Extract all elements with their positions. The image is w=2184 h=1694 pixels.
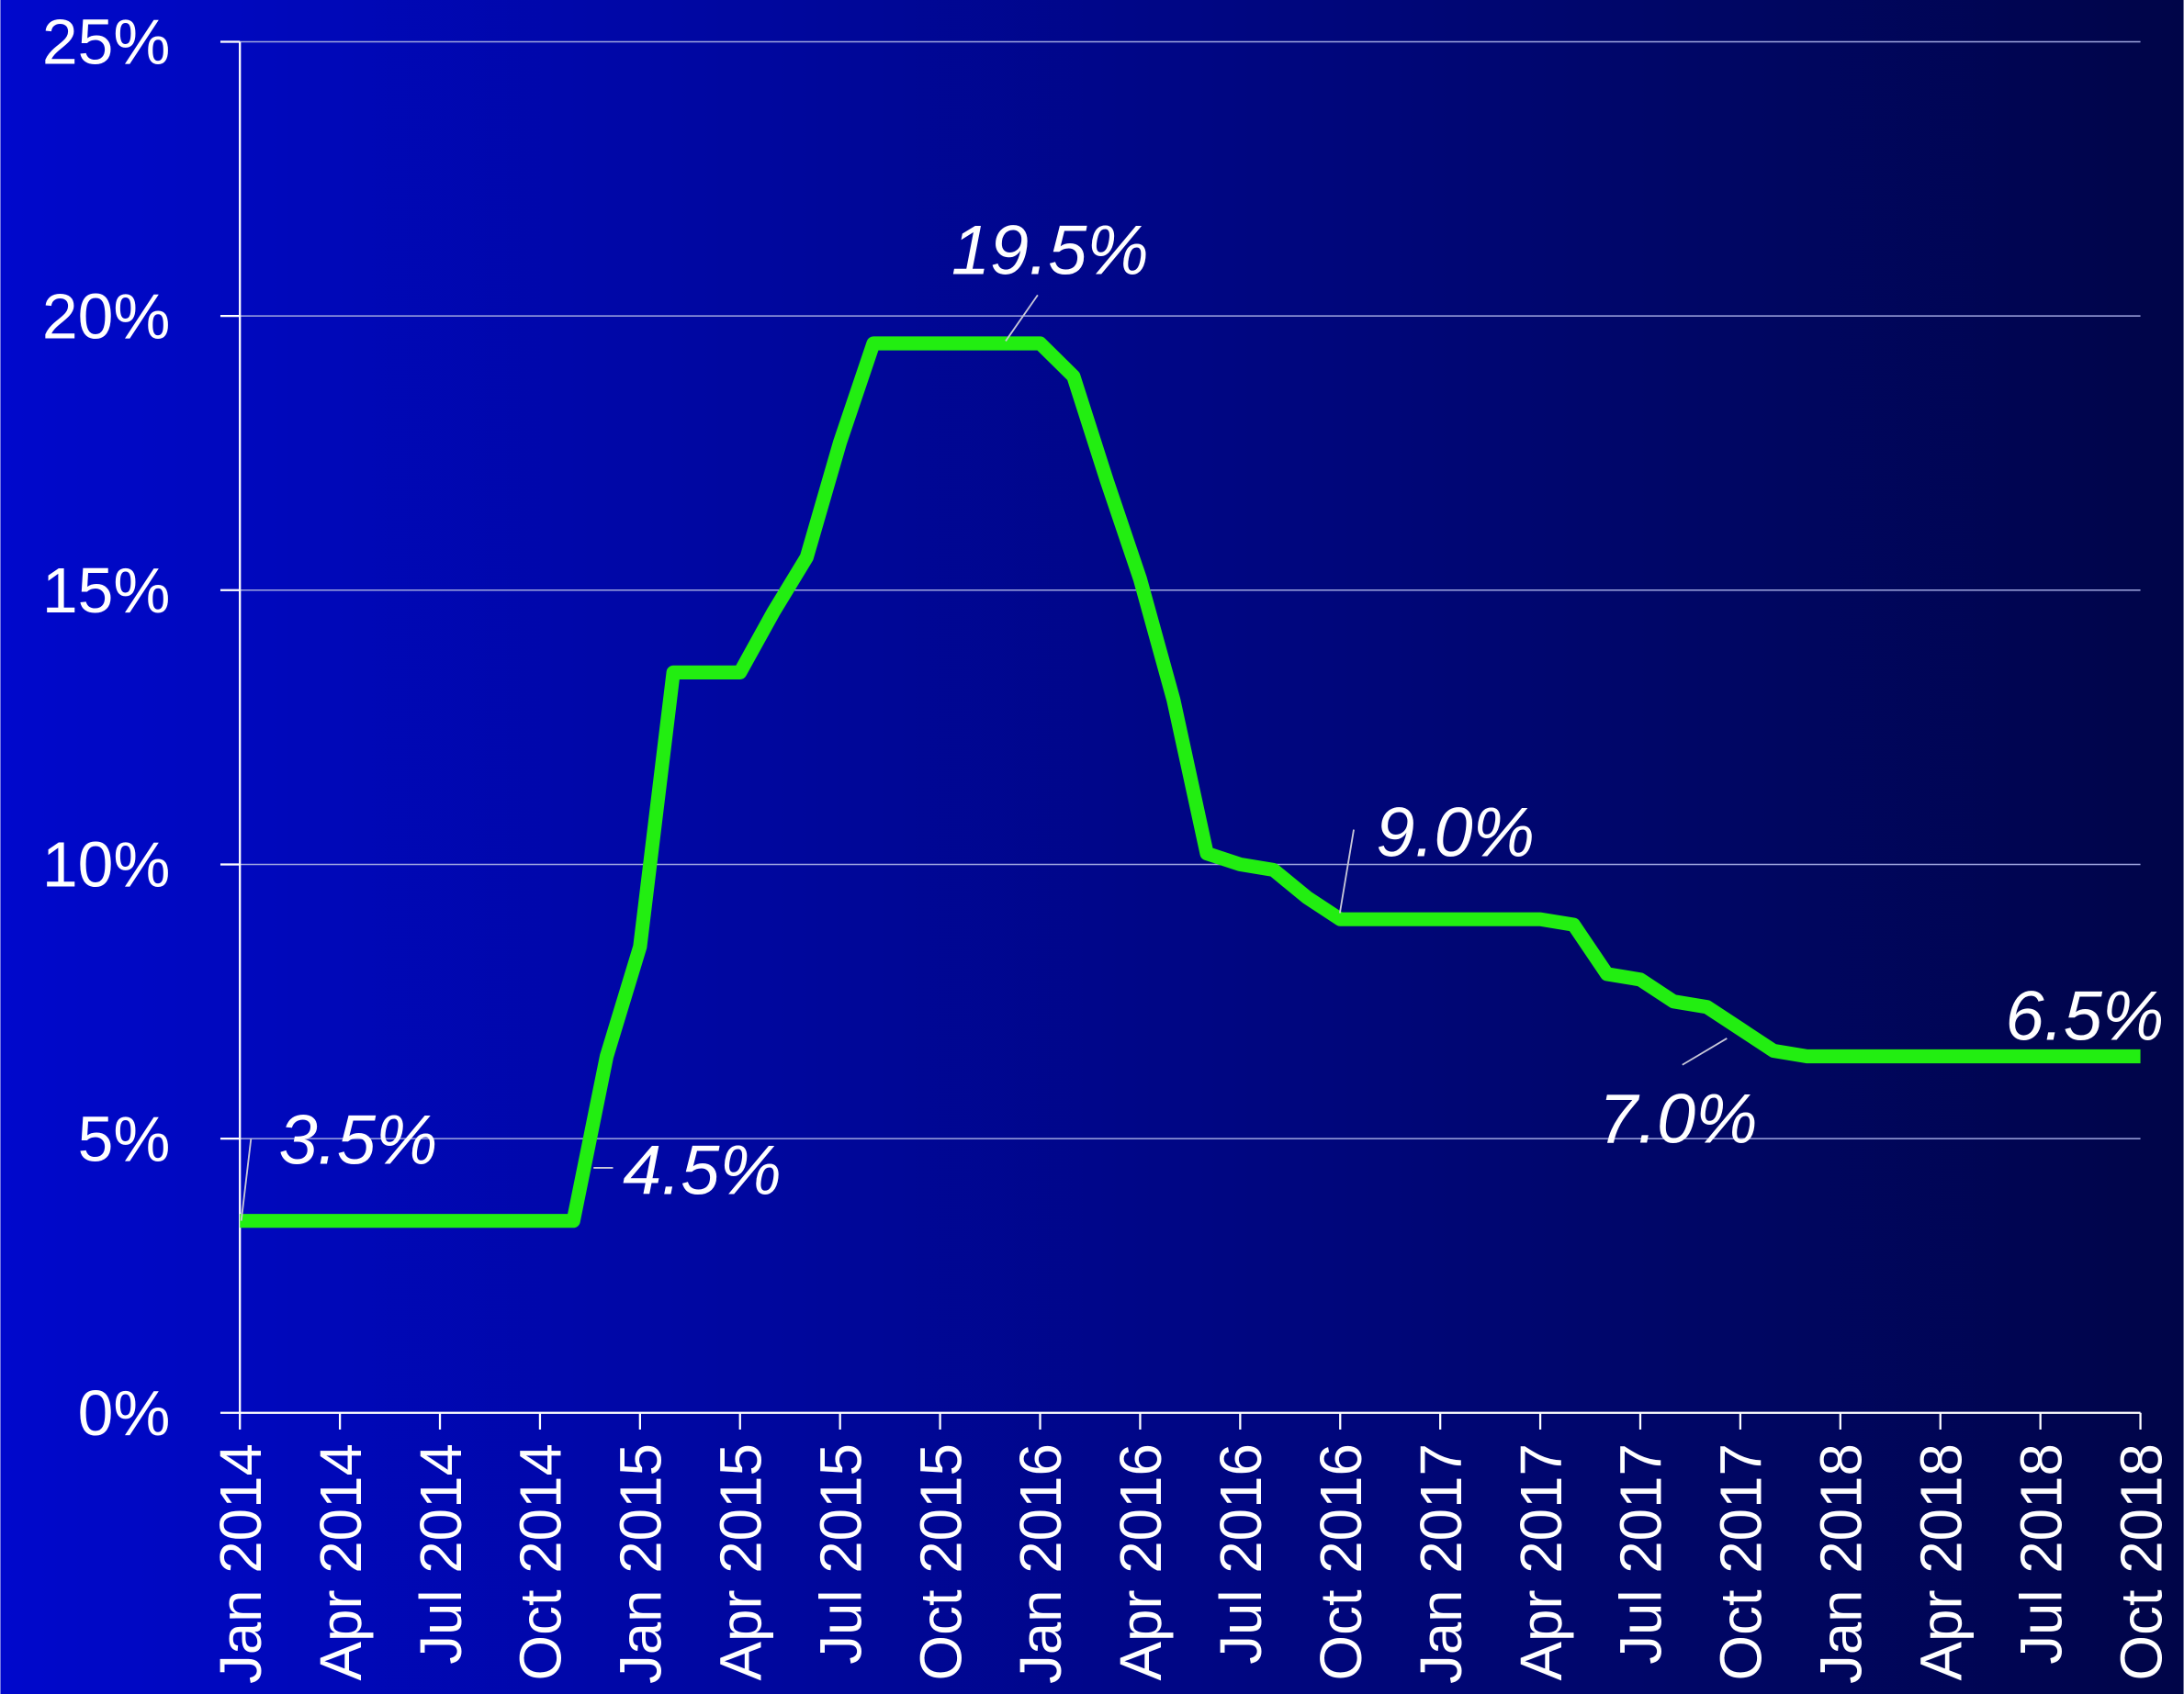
x-tick-label: Oct 2017 — [1709, 1443, 1774, 1680]
annotation-leader — [1005, 294, 1039, 342]
x-tick-label: Jan 2014 — [208, 1443, 274, 1684]
x-tick-label: Apr 2017 — [1509, 1443, 1574, 1680]
x-tick-label: Oct 2015 — [908, 1443, 974, 1680]
x-tick-label: Jul 2016 — [1209, 1443, 1274, 1665]
y-tick-label: 15% — [42, 555, 171, 626]
line-series — [240, 336, 2141, 1228]
annotation: 9.0% — [1376, 793, 1535, 871]
x-tick-label: Jan 2018 — [1809, 1443, 1874, 1684]
y-tick-label: 5% — [78, 1103, 171, 1174]
x-tick-label: Jul 2018 — [2009, 1443, 2074, 1665]
x-tick-label: Jan 2015 — [609, 1443, 674, 1684]
x-tick-label: Apr 2018 — [1908, 1443, 1974, 1680]
y-tick-label: 10% — [42, 829, 171, 901]
x-tick-label: Oct 2018 — [2109, 1443, 2174, 1680]
x-tick-label: Jan 2017 — [1409, 1443, 1474, 1684]
annotation-leader — [1682, 1038, 1728, 1066]
x-tick-label: Apr 2014 — [309, 1443, 374, 1680]
x-tick-label: Apr 2015 — [709, 1443, 774, 1680]
annotation-leader — [1338, 829, 1355, 914]
y-tick-label: 0% — [78, 1377, 171, 1449]
annotation: 4.5% — [623, 1132, 782, 1210]
x-tick-label: Jul 2014 — [409, 1443, 474, 1665]
annotation-leader — [240, 1138, 253, 1221]
x-tick-label: Oct 2014 — [509, 1443, 574, 1680]
x-tick-label: Jul 2015 — [808, 1443, 873, 1665]
y-tick-label: 20% — [42, 280, 171, 352]
x-tick-label: Apr 2016 — [1109, 1443, 1174, 1680]
annotation: 7.0% — [1599, 1081, 1758, 1159]
x-tick-label: Jan 2016 — [1008, 1443, 1074, 1684]
x-tick-label: Jul 2017 — [1609, 1443, 1674, 1665]
annotation: 19.5% — [951, 212, 1149, 290]
x-tick-label: Oct 2016 — [1309, 1443, 1374, 1680]
annotation: 6.5% — [2006, 977, 2165, 1055]
y-tick-label: 25% — [42, 6, 171, 78]
annotation: 3.5% — [279, 1101, 438, 1179]
